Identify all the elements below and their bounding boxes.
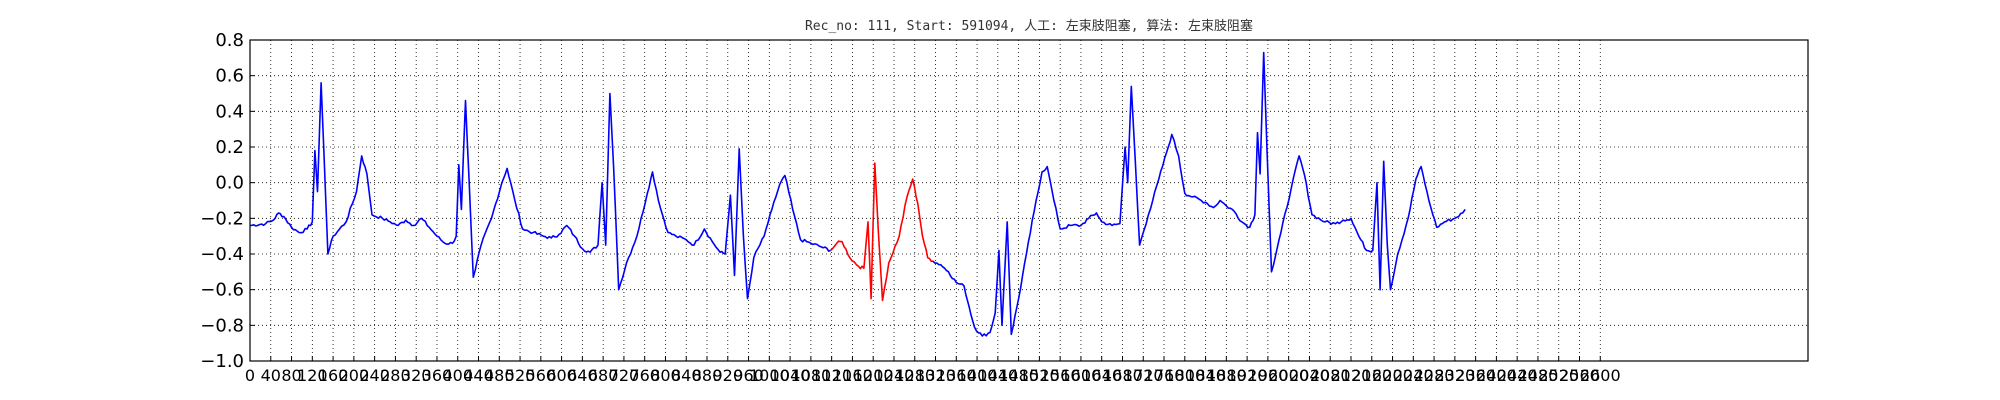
grid	[250, 40, 1808, 361]
x-tick-label: 1000	[749, 366, 790, 385]
x-tick-label: 2600	[1580, 366, 1621, 385]
x-tick-label: 2120	[1331, 366, 1372, 385]
x-tick-label: 2520	[1538, 366, 1579, 385]
x-tick-label: 2200	[1372, 366, 1413, 385]
x-tick-label: 1400	[957, 366, 998, 385]
x-tick-label: 2240	[1393, 366, 1434, 385]
x-tick-label: 720	[609, 366, 640, 385]
x-tick-label: 1360	[936, 366, 977, 385]
ecg-series-segment-2	[932, 51, 1466, 337]
x-tick-label: 2160	[1351, 366, 1392, 385]
x-tick-label: 1200	[853, 366, 894, 385]
x-tick-label: 1760	[1144, 366, 1185, 385]
x-tick-label: 1720	[1123, 366, 1164, 385]
x-tick-label: 2440	[1497, 366, 1538, 385]
x-tick-label: 1960	[1248, 366, 1289, 385]
x-tick-label: 2480	[1518, 366, 1559, 385]
y-tick-label: 0.8	[215, 30, 244, 51]
x-tick-label: 200	[339, 366, 370, 385]
x-tick-label: 840	[671, 366, 702, 385]
x-tick-label: 1800	[1164, 366, 1205, 385]
x-tick-label: 1840	[1185, 366, 1226, 385]
ecg-trace	[249, 51, 1466, 337]
x-tick-label: 80	[281, 366, 301, 385]
x-tick-label: 2560	[1559, 366, 1600, 385]
x-tick-label: 360	[422, 366, 453, 385]
x-tick-label: 2000	[1268, 366, 1309, 385]
x-tick-label: 1880	[1206, 366, 1247, 385]
y-tick-label: 0.2	[215, 137, 244, 158]
x-tick-label: 1120	[811, 366, 852, 385]
x-tick-label: 1480	[998, 366, 1039, 385]
x-axis-ticks: 0 40 8012016020024028032036040044048052056…	[245, 356, 1621, 385]
x-tick-label: 120	[297, 366, 328, 385]
x-tick-label: 1240	[874, 366, 915, 385]
y-tick-label: −0.4	[200, 244, 244, 265]
x-tick-label: 1640	[1081, 366, 1122, 385]
ecg-series-segment-0	[249, 82, 831, 300]
x-tick-label: 1600	[1061, 366, 1102, 385]
x-tick-label: 440	[463, 366, 494, 385]
x-tick-label: 1080	[791, 366, 832, 385]
x-tick-label: 1160	[832, 366, 873, 385]
x-tick-label: 2080	[1310, 366, 1351, 385]
x-tick-label: 520	[505, 366, 536, 385]
ecg-series-segment-1	[830, 162, 933, 302]
x-tick-label: 0	[245, 366, 255, 385]
x-tick-label: 680	[588, 366, 619, 385]
y-axis-ticks: 0.8 0.6 0.4 0.2 0.0 −0.2 −0.4 −0.6 −0.8 −1.0	[200, 30, 255, 372]
x-tick-label: 1680	[1102, 366, 1143, 385]
x-tick-label: 1280	[894, 366, 935, 385]
x-tick-label: 2400	[1476, 366, 1517, 385]
x-tick-label: 600	[546, 366, 577, 385]
x-tick-label: 2360	[1455, 366, 1496, 385]
x-tick-label: 760	[629, 366, 660, 385]
x-tick-label: 880	[692, 366, 723, 385]
x-tick-label: 800	[650, 366, 681, 385]
x-tick-label: 1440	[977, 366, 1018, 385]
plot-frame	[249, 39, 1809, 362]
x-tick-label: 560	[526, 366, 557, 385]
x-tick-label: 2320	[1434, 366, 1475, 385]
x-tick-label: 1520	[1019, 366, 1060, 385]
y-tick-label: 0.4	[215, 101, 244, 122]
y-tick-label: −0.6	[200, 280, 244, 301]
y-tick-label: 0.0	[215, 173, 244, 194]
x-tick-label: 920	[713, 366, 744, 385]
x-tick-label: 640	[567, 366, 598, 385]
x-tick-label: 320	[401, 366, 432, 385]
chart-title: Rec_no: 111, Start: 591094, 人工: 左束肢阻塞, 算…	[805, 18, 1253, 34]
x-tick-label: 280	[380, 366, 411, 385]
x-tick-label: 1560	[1040, 366, 1081, 385]
x-tick-label: 1040	[770, 366, 811, 385]
x-tick-label: 1320	[915, 366, 956, 385]
x-tick-label: 240	[359, 366, 390, 385]
x-tick-label: 2040	[1289, 366, 1330, 385]
x-tick-label: 40	[261, 366, 281, 385]
x-tick-label: 2280	[1414, 366, 1455, 385]
x-tick-label: 960	[733, 366, 764, 385]
y-tick-label: 0.6	[215, 66, 244, 87]
y-tick-label: −1.0	[200, 351, 244, 372]
y-tick-label: −0.8	[200, 315, 244, 336]
x-tick-label: 1920	[1227, 366, 1268, 385]
y-tick-label: −0.2	[200, 208, 244, 229]
x-tick-label: 480	[484, 366, 515, 385]
x-tick-label: 160	[318, 366, 349, 385]
x-tick-label: 400	[442, 366, 473, 385]
